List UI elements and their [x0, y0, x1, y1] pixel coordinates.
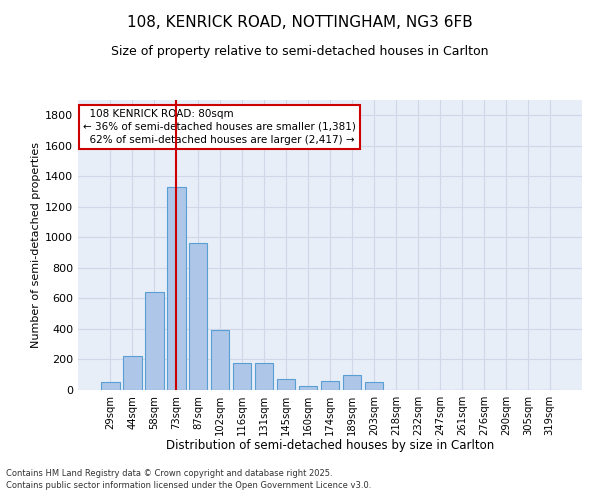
Bar [167, 187, 185, 390]
Bar [123, 356, 142, 390]
Y-axis label: Number of semi-detached properties: Number of semi-detached properties [31, 142, 41, 348]
Bar [343, 374, 361, 390]
Text: Contains HM Land Registry data © Crown copyright and database right 2025.
Contai: Contains HM Land Registry data © Crown c… [6, 469, 371, 490]
X-axis label: Distribution of semi-detached houses by size in Carlton: Distribution of semi-detached houses by … [166, 440, 494, 452]
Bar [145, 292, 164, 390]
Text: 108, KENRICK ROAD, NOTTINGHAM, NG3 6FB: 108, KENRICK ROAD, NOTTINGHAM, NG3 6FB [127, 15, 473, 30]
Bar [365, 382, 383, 390]
Bar [101, 382, 119, 390]
Bar [233, 364, 251, 390]
Bar [320, 381, 340, 390]
Bar [189, 244, 208, 390]
Bar [255, 364, 274, 390]
Text: 108 KENRICK ROAD: 80sqm
← 36% of semi-detached houses are smaller (1,381)
  62% : 108 KENRICK ROAD: 80sqm ← 36% of semi-de… [83, 108, 356, 145]
Text: Size of property relative to semi-detached houses in Carlton: Size of property relative to semi-detach… [111, 45, 489, 58]
Bar [299, 386, 317, 390]
Bar [277, 378, 295, 390]
Bar [211, 330, 229, 390]
